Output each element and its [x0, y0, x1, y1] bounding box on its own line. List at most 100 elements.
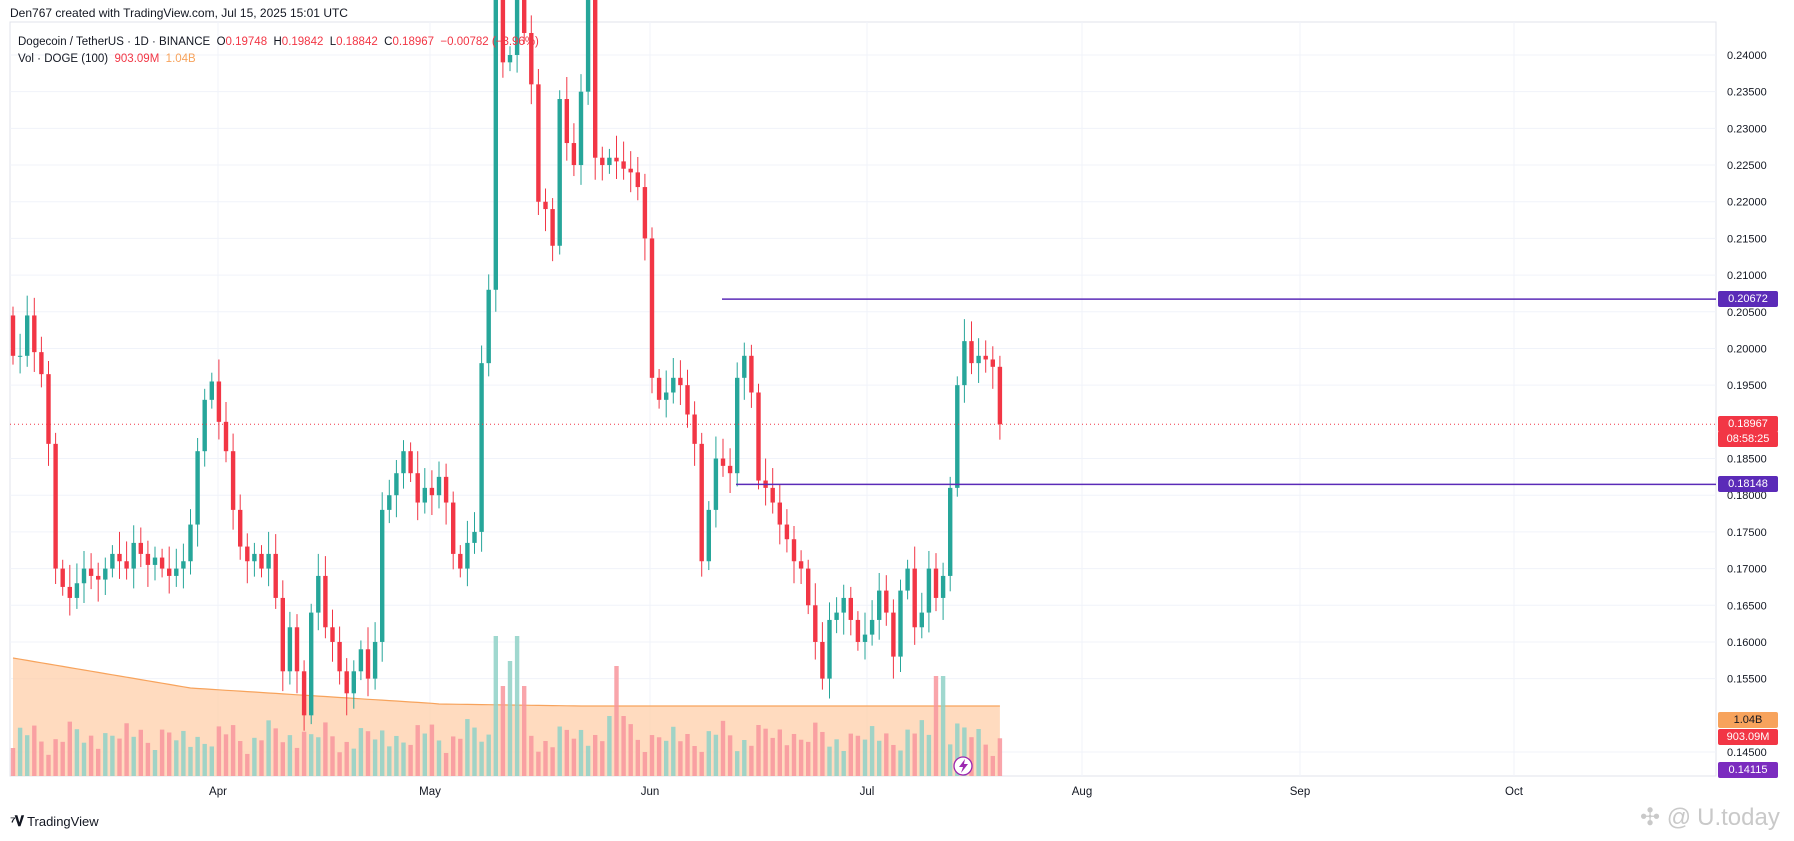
volume-bar [699, 751, 704, 776]
volume-bar [74, 729, 80, 776]
candle-body [898, 590, 903, 657]
candle-body [585, 0, 591, 92]
volume-bar [806, 741, 811, 776]
candle-body [564, 99, 569, 144]
candle-body [259, 553, 264, 569]
volume-bar [167, 732, 172, 776]
candle-body [784, 524, 790, 540]
volume-bar [585, 745, 591, 776]
volume-bar [380, 730, 385, 776]
volume-bar [96, 748, 101, 776]
candle-body [578, 91, 584, 166]
volume-bar [685, 734, 690, 776]
candle-body [536, 84, 541, 202]
candle-body [117, 553, 122, 562]
volume-bar [138, 729, 143, 776]
volume-bar [869, 726, 875, 776]
volume-bar [642, 751, 648, 776]
candle-body [962, 341, 967, 386]
candle-body [955, 385, 960, 488]
volume-bar [770, 737, 775, 776]
volume-bar [898, 750, 903, 776]
x-tick-label: Aug [1072, 786, 1092, 798]
volume-bar [88, 735, 94, 776]
candle-body [32, 315, 37, 353]
volume-bar [727, 735, 733, 776]
y-tick-label: 0.24000 [1727, 50, 1767, 62]
volume-bar [969, 737, 974, 776]
chart-credit: Den767 created with TradingView.com, Jul… [10, 6, 348, 20]
volume-bar [834, 739, 839, 776]
volume-bar [742, 739, 747, 776]
volume-bar [188, 746, 193, 776]
candle-body [67, 586, 72, 598]
volume-row: Vol · DOGE (100) 903.09M 1.04B [18, 51, 539, 68]
y-tick-label: 0.20000 [1727, 343, 1767, 355]
volume-bar [309, 734, 314, 776]
volume-bar [131, 736, 136, 776]
candle-body [451, 502, 456, 554]
volume-bar [287, 735, 293, 776]
candle-body [614, 157, 619, 162]
y-tick-label: 0.22500 [1727, 160, 1767, 172]
volume-bar [735, 751, 740, 776]
candle-body [486, 289, 491, 364]
y-tick-label: 0.21500 [1727, 233, 1767, 245]
volume-bar [948, 744, 953, 776]
candle-body [422, 487, 427, 503]
candle-body [919, 612, 924, 628]
candle-body [238, 509, 243, 547]
volume-bar [422, 733, 427, 776]
volume-ma-line [12, 657, 1000, 707]
tradingview-logo[interactable]: ⁷𝐕 TradingView [10, 813, 99, 830]
y-tick-label: 0.16500 [1727, 600, 1767, 612]
volume-bar [174, 740, 179, 776]
candle-body [877, 590, 882, 620]
volume-bar [607, 716, 612, 776]
volume-bar [124, 723, 129, 776]
candle-body [628, 168, 633, 173]
volume-title[interactable]: Vol · DOGE (100) [18, 53, 109, 65]
volume-bar [458, 738, 463, 776]
candle-body [557, 99, 562, 246]
volume-bar [962, 727, 967, 776]
volume-bar [763, 728, 768, 776]
volume-bar [273, 728, 278, 776]
volume-bar [891, 744, 896, 776]
candle-body [827, 619, 832, 679]
close-label: C [384, 36, 393, 48]
candle-body [656, 377, 662, 400]
candle-body [195, 451, 200, 525]
volume-bar [323, 722, 328, 776]
volume-bar [522, 686, 527, 776]
candle-body [124, 561, 129, 569]
volume-label: 903.09M [1718, 729, 1778, 745]
candle-body [429, 487, 435, 496]
candle-body [443, 476, 449, 503]
y-tick-label: 0.19500 [1727, 380, 1767, 392]
candle-body [522, 0, 527, 33]
candle-body [770, 487, 775, 503]
volume-bar [571, 738, 577, 776]
volume-bar [593, 734, 598, 776]
last-price-label: 0.18967 [1718, 416, 1778, 432]
y-tick-label: 0.15500 [1727, 674, 1767, 686]
candle-body [394, 473, 399, 496]
volume-bar [10, 748, 16, 776]
candle-body [479, 363, 484, 532]
candle-body [230, 451, 236, 510]
volume-bar [145, 742, 151, 776]
volume-bar [841, 750, 846, 776]
symbol-title[interactable]: Dogecoin / TetherUS · 1D · BINANCE [18, 36, 211, 48]
candle-body [316, 575, 321, 613]
candle-body [905, 568, 910, 591]
volume-bar [848, 733, 853, 776]
low-value: 0.18842 [336, 36, 378, 48]
volume-bar [195, 736, 200, 776]
change-value: −0.00782 (−3.96%) [440, 36, 539, 48]
volume-bar [294, 747, 300, 776]
volume-bar [387, 746, 392, 776]
volume-bar [60, 741, 65, 776]
x-tick-label: Apr [209, 786, 227, 798]
